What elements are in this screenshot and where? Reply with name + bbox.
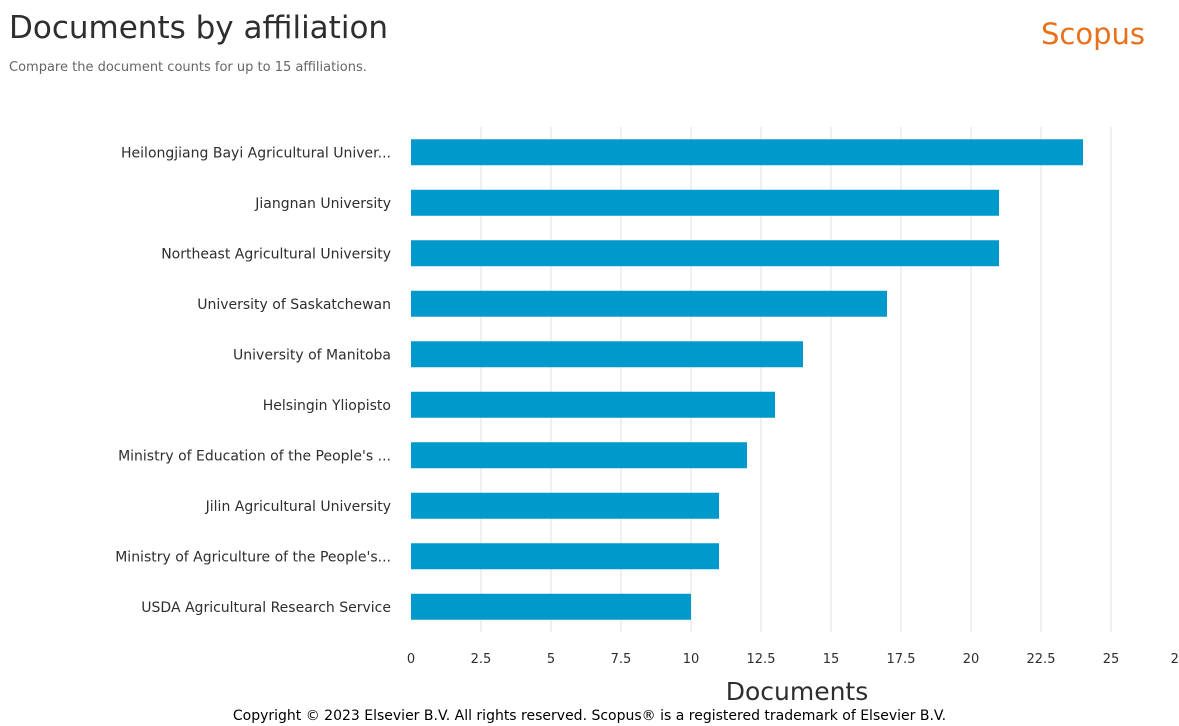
category-label: University of Saskatchewan: [197, 297, 391, 313]
x-tick-labels: 0 2.5 5 7.5 10 12.5 15 17.5 20 22.5 25 2...: [407, 652, 1179, 667]
x-tick-label: 12.5: [747, 652, 776, 667]
chart-title: Documents by affiliation: [9, 10, 389, 46]
x-tick-label: 17.5: [887, 652, 916, 667]
bar[interactable]: [411, 189, 999, 216]
x-tick-label: 20: [963, 652, 980, 667]
category-label: Jiangnan University: [254, 196, 391, 212]
category-label: Ministry of Agriculture of the People's.…: [115, 549, 391, 565]
bar[interactable]: [411, 391, 775, 418]
x-tick-label: 25: [1103, 652, 1120, 667]
x-tick-label: 2...: [1171, 652, 1179, 667]
bar[interactable]: [411, 593, 691, 620]
bar[interactable]: [411, 139, 1083, 166]
scopus-logo: Scopus: [1041, 17, 1145, 51]
bar[interactable]: [411, 290, 887, 317]
x-tick-label: 22.5: [1027, 652, 1056, 667]
category-label: Ministry of Education of the People's ..…: [118, 448, 391, 464]
category-labels: Heilongjiang Bayi Agricultural Univer...…: [115, 145, 391, 616]
x-tick-label: 2.5: [471, 652, 492, 667]
bar[interactable]: [411, 442, 747, 469]
bar[interactable]: [411, 492, 719, 519]
bar[interactable]: [411, 240, 999, 267]
category-label: Northeast Agricultural University: [161, 246, 391, 262]
bar[interactable]: [411, 341, 803, 368]
category-label: University of Manitoba: [233, 347, 391, 363]
x-tick-label: 10: [683, 652, 700, 667]
chart-subtitle: Compare the document counts for up to 15…: [9, 60, 367, 75]
bars: [411, 139, 1083, 620]
x-tick-label: 15: [823, 652, 840, 667]
category-label: Heilongjiang Bayi Agricultural Univer...: [121, 145, 391, 161]
x-axis-title: Documents: [726, 677, 869, 706]
category-label: Jilin Agricultural University: [205, 499, 391, 515]
bar-chart: Heilongjiang Bayi Agricultural Univer...…: [115, 127, 1179, 706]
bar[interactable]: [411, 543, 719, 570]
x-tick-label: 7.5: [611, 652, 632, 667]
category-label: Helsingin Yliopisto: [263, 398, 391, 414]
x-tick-label: 5: [547, 652, 555, 667]
category-label: USDA Agricultural Research Service: [141, 600, 391, 616]
copyright-notice: Copyright © 2023 Elsevier B.V. All right…: [232, 708, 947, 724]
x-tick-label: 0: [407, 652, 415, 667]
